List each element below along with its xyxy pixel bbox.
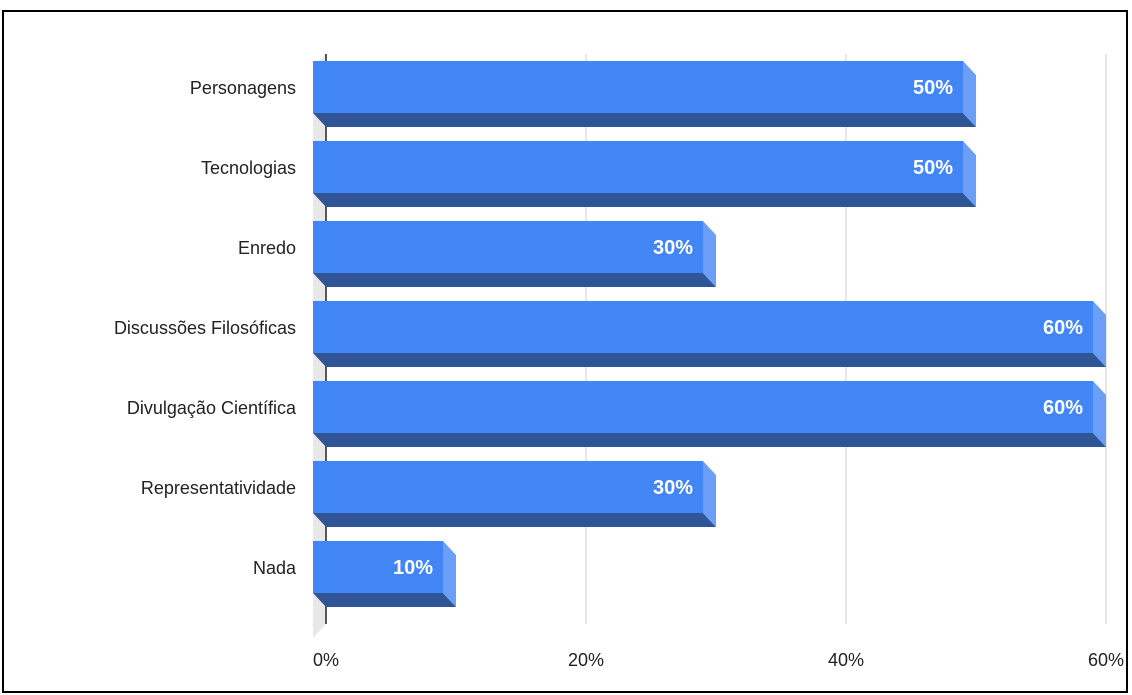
bars: 50% 50% 30% 60% 60% 30% 10% [313,61,1106,607]
bar: 50% [313,141,976,207]
bar: 60% [313,381,1106,447]
x-tick-label: 40% [828,650,864,670]
bar-bottom-face [313,513,716,527]
bar-bottom-face [313,353,1106,367]
category-label: Tecnologias [201,158,296,178]
bar-bottom-face [313,193,976,207]
bar-side-face [703,221,716,287]
bar: 30% [313,221,716,287]
bar-bottom-face [313,593,456,607]
bar-data-label: 30% [653,237,693,259]
bar-front-face [313,221,703,273]
bar-front-face [313,381,1093,433]
bar-bottom-face [313,433,1106,447]
bar-data-label: 50% [913,157,953,179]
bar-data-label: 60% [1043,317,1083,339]
category-label: Divulgação Científica [127,398,297,418]
bar-side-face [443,541,456,607]
chart-frame: 50% 50% 30% 60% 60% 30% 10% Personagens Tecnolo… [2,10,1128,693]
category-label: Enredo [238,238,296,258]
bar-bottom-face [313,273,716,287]
bar-front-face [313,541,443,593]
bar-side-face [703,461,716,527]
bar-front-face [313,141,963,193]
bar-front-face [313,301,1093,353]
x-tick-label: 60% [1088,650,1124,670]
bar-side-face [963,61,976,127]
bar-side-face [1093,381,1106,447]
category-label: Personagens [190,78,296,98]
bar-front-face [313,461,703,513]
bar-data-label: 50% [913,77,953,99]
x-axis-tick-labels: 0% 20% 40% 60% [313,650,1124,670]
bar-side-face [963,141,976,207]
bar-front-face [313,61,963,113]
bar-chart: 50% 50% 30% 60% 60% 30% 10% Personagens Tecnolo… [114,54,1124,670]
category-label: Representatividade [141,478,296,498]
bar-data-label: 60% [1043,397,1083,419]
bar-side-face [1093,301,1106,367]
category-label: Nada [253,558,297,578]
bar: 10% [313,541,456,607]
bar-data-label: 30% [653,477,693,499]
bar-data-label: 10% [393,557,433,579]
bar: 30% [313,461,716,527]
category-labels: Personagens Tecnologias Enredo Discussões F… [114,78,297,578]
bar-bottom-face [313,113,976,127]
bar: 60% [313,301,1106,367]
x-tick-label: 20% [568,650,604,670]
x-tick-label: 0% [313,650,339,670]
category-label: Discussões Filosóficas [114,318,296,338]
bar: 50% [313,61,976,127]
